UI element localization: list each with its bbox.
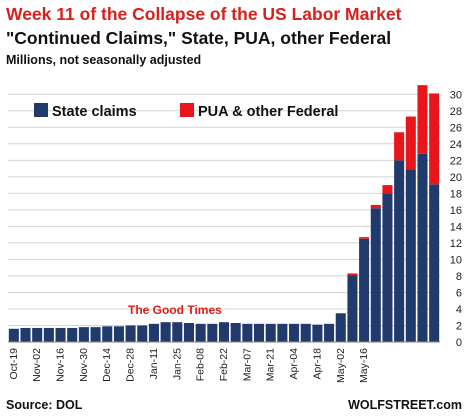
bar-state: [125, 325, 136, 342]
x-axis: Oct-19 Nov-02 Nov-16 Nov-30 Dec-14 Dec-28 Jan-…: [8, 348, 370, 383]
bar-state: [67, 327, 78, 342]
bar-state: [289, 323, 300, 342]
y-tick-label: 18: [450, 188, 462, 200]
bar-state: [335, 313, 346, 342]
bar-state: [405, 169, 416, 342]
bar-state: [113, 326, 124, 342]
y-tick-label: 30: [450, 89, 462, 101]
x-tick-label: Jan-11: [148, 348, 160, 379]
y-tick-label: 26: [450, 122, 462, 134]
legend-label-pua: PUA & other Federal: [198, 104, 338, 120]
bar-state: [78, 327, 89, 342]
y-tick-label: 6: [456, 287, 462, 299]
y-tick-label: 16: [450, 205, 462, 217]
source-note: Source: DOL: [6, 398, 83, 412]
bar-state: [55, 327, 66, 342]
x-tick-label: May-16: [358, 348, 370, 383]
bar-state: [102, 326, 113, 342]
bar-state: [137, 325, 148, 342]
y-tick-label: 28: [450, 106, 462, 118]
bar-state: [230, 323, 241, 342]
x-tick-label: Nov-16: [55, 348, 67, 382]
bar-state: [90, 327, 101, 342]
bar-state: [43, 327, 54, 342]
x-tick-label: Dec-14: [101, 348, 113, 382]
legend-swatch-pua: [180, 103, 194, 117]
y-tick-label: 22: [450, 155, 462, 167]
y-tick-label: 14: [450, 221, 462, 233]
bar-state: [394, 160, 405, 342]
bar-pua: [405, 116, 416, 170]
bar-pua: [359, 237, 370, 239]
bar-state: [148, 323, 159, 342]
annotation-good-times: The Good Times: [128, 303, 222, 317]
x-tick-label: Nov-02: [31, 348, 43, 382]
bar-state: [207, 323, 218, 342]
bar-state: [277, 323, 288, 342]
x-tick-label: Nov-30: [78, 348, 90, 382]
chart-subtitle: "Continued Claims," State, PUA, other Fe…: [6, 28, 392, 48]
bars: [8, 85, 440, 343]
bar-state: [370, 208, 381, 342]
y-tick-label: 4: [456, 304, 462, 316]
bar-pua: [382, 185, 393, 194]
bar-state: [8, 328, 19, 342]
bar-state: [429, 184, 440, 342]
bar-state: [265, 323, 276, 342]
y-tick-label: 2: [456, 320, 462, 332]
bar-pua: [335, 313, 346, 314]
bar-state: [300, 323, 311, 342]
bar-state: [32, 327, 43, 342]
chart-units: Millions, not seasonally adjusted: [6, 53, 202, 67]
bar-state: [417, 153, 428, 342]
bar-state: [242, 323, 253, 342]
bar-pua: [394, 132, 405, 161]
bar-state: [195, 323, 206, 342]
bar-state: [20, 327, 31, 342]
bar-state: [254, 323, 265, 342]
x-tick-label: Jan-25: [171, 348, 183, 380]
x-tick-label: Oct-19: [8, 348, 20, 380]
y-tick-label: 8: [456, 271, 462, 283]
x-tick-label: May-02: [335, 348, 347, 383]
y-tick-label: 24: [450, 139, 462, 151]
x-tick-label: Dec-28: [125, 348, 137, 382]
x-tick-label: Mar-21: [265, 348, 277, 381]
bar-state: [160, 322, 171, 342]
x-tick-label: Feb-08: [195, 348, 207, 381]
bar-pua: [370, 204, 381, 209]
bar-state: [324, 323, 335, 342]
legend: State claims PUA & other Federal: [34, 103, 338, 120]
bar-state: [382, 193, 393, 342]
y-tick-label: 20: [450, 172, 462, 184]
bar-pua: [417, 85, 428, 154]
bar-state: [312, 324, 323, 342]
y-tick-label: 0: [456, 337, 462, 349]
y-tick-label: 12: [450, 238, 462, 250]
x-tick-label: Mar-07: [241, 348, 253, 381]
chart-title: Week 11 of the Collapse of the US Labor …: [6, 4, 402, 24]
legend-swatch-state: [34, 103, 48, 117]
bar-state: [172, 322, 183, 342]
bar-state: [347, 275, 358, 342]
x-tick-label: Apr-04: [288, 348, 300, 380]
x-tick-label: Feb-22: [218, 348, 230, 381]
bar-pua: [429, 93, 440, 185]
legend-label-state: State claims: [52, 104, 137, 120]
bar-state: [359, 238, 370, 342]
bar-state: [218, 322, 230, 342]
brand-label: WOLFSTREET.com: [348, 398, 462, 412]
y-tick-label: 10: [450, 254, 462, 266]
x-tick-label: Apr-18: [311, 348, 323, 380]
bar-pua: [347, 273, 358, 276]
bar-state: [183, 323, 194, 342]
